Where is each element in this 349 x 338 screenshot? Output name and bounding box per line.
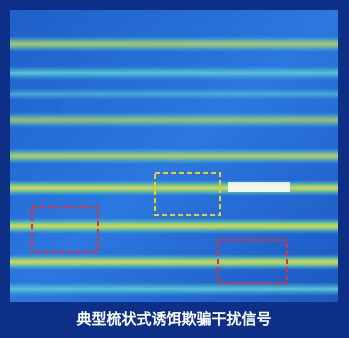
figure: 典型梳状式诱饵欺骗干扰信号	[0, 0, 349, 338]
caption: 典型梳状式诱饵欺骗干扰信号	[76, 310, 271, 328]
